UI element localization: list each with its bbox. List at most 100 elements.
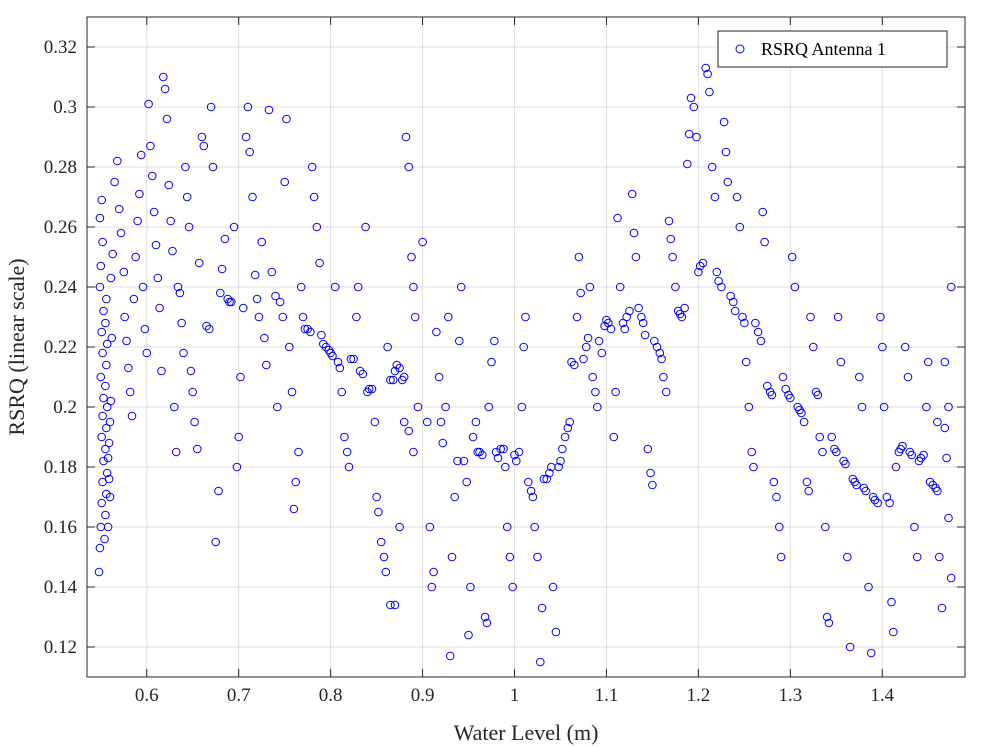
data-point [692, 132, 701, 142]
data-point [870, 495, 880, 505]
data-point [254, 312, 264, 322]
data-point [95, 282, 105, 292]
data-point [650, 336, 659, 346]
data-point [574, 252, 584, 262]
data-point [475, 447, 484, 457]
data-point [876, 312, 885, 322]
data-point [922, 402, 931, 412]
data-point [190, 417, 199, 427]
data-point [107, 333, 117, 343]
data-point [275, 297, 285, 307]
data-point [732, 192, 742, 202]
data-point [188, 387, 197, 397]
data-point [916, 453, 926, 463]
x-tick-label: 0.9 [411, 685, 435, 706]
data-point [166, 216, 175, 226]
data-point [194, 258, 204, 268]
x-tick-label: 1.2 [687, 685, 711, 706]
data-point [429, 567, 438, 577]
data-point [772, 492, 781, 502]
data-point [629, 228, 639, 238]
data-point [499, 444, 508, 454]
data-point [227, 297, 236, 307]
data-point [330, 282, 340, 292]
data-point [267, 267, 277, 277]
y-tick-labels: 0.12 0.14 0.16 0.18 0.2 0.22 0.24 0.26 0.28 0.3 0.… [44, 37, 78, 658]
data-point [671, 282, 680, 292]
data-point [597, 348, 607, 358]
data-point [177, 318, 186, 328]
data-point [769, 477, 779, 487]
legend[interactable]: RSRQ Antenna 1 [717, 30, 948, 68]
data-point [186, 366, 196, 376]
data-points [94, 63, 956, 667]
data-point [501, 462, 510, 472]
data-point [344, 462, 354, 472]
data-point [105, 417, 115, 427]
data-point [171, 447, 181, 457]
y-tick-label: 0.14 [44, 577, 78, 598]
data-point [103, 453, 113, 463]
data-point [441, 402, 450, 412]
data-point [898, 441, 907, 451]
data-point [478, 450, 487, 460]
data-point [855, 372, 864, 382]
data-point [202, 321, 211, 331]
data-point [493, 453, 503, 463]
data-point [95, 543, 105, 553]
data-point [282, 114, 291, 124]
data-point [689, 102, 699, 112]
data-point [767, 390, 777, 400]
data-point [878, 342, 887, 352]
data-point [220, 234, 230, 244]
data-point [101, 510, 110, 520]
data-point [138, 282, 148, 292]
data-point [758, 207, 768, 217]
data-point [887, 597, 896, 607]
data-point [821, 522, 830, 532]
data-point [101, 444, 110, 454]
data-point [211, 537, 220, 547]
data-point [148, 171, 157, 181]
data-point [278, 312, 288, 322]
data-point [248, 192, 257, 202]
data-point [98, 411, 107, 421]
data-point [843, 552, 852, 562]
data-point [928, 480, 938, 490]
data-point [695, 261, 705, 271]
data-point [96, 261, 106, 271]
data-point [634, 303, 643, 313]
data-point [889, 627, 898, 637]
data-point [756, 336, 766, 346]
data-point [804, 486, 814, 496]
data-point [146, 141, 155, 151]
data-point [103, 522, 113, 532]
data-point [418, 237, 427, 247]
data-point [925, 477, 935, 487]
data-point [542, 474, 552, 484]
data-point [648, 480, 657, 490]
data-point [551, 627, 561, 637]
data-point [257, 237, 267, 247]
data-point [404, 426, 414, 436]
data-point [140, 324, 150, 334]
data-point [809, 342, 818, 352]
data-point [832, 447, 841, 457]
data-point [444, 312, 453, 322]
data-point [703, 69, 712, 79]
data-point [450, 492, 460, 502]
data-point [786, 393, 795, 403]
data-point [361, 222, 370, 232]
data-point [422, 417, 432, 427]
data-point [104, 474, 114, 484]
data-point [264, 105, 274, 115]
data-point [388, 375, 398, 385]
data-point [482, 618, 492, 628]
legend-box [717, 30, 948, 68]
data-point [556, 456, 565, 466]
data-point [609, 432, 619, 442]
data-point [236, 372, 245, 382]
data-point [262, 360, 271, 370]
data-point [845, 642, 855, 652]
data-point [885, 498, 894, 508]
